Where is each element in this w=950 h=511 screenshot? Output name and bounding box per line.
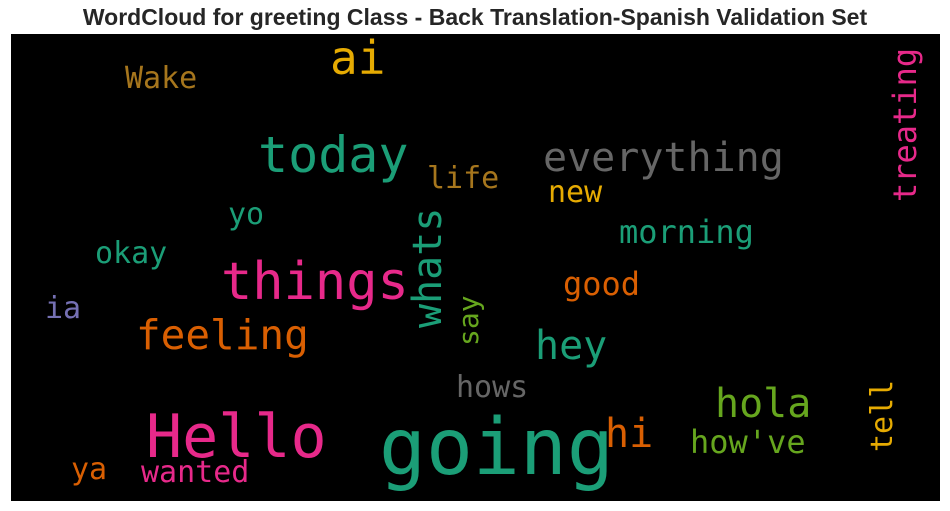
word-ya: ya [71, 452, 108, 487]
wordcloud-canvas: going Hello things today everything ai feeling… [11, 34, 940, 501]
word-hey: hey [535, 323, 608, 369]
word-good: good [563, 265, 641, 303]
word-okay: okay [95, 236, 168, 271]
word-morning: morning [619, 213, 754, 251]
word-new: new [548, 175, 603, 210]
word-wake: Wake [125, 61, 198, 96]
word-everything: everything [543, 135, 784, 181]
word-wanted: wanted [141, 455, 250, 490]
word-whats: whats [405, 207, 451, 328]
word-going: going [379, 403, 614, 493]
word-hello: Hello [146, 402, 327, 472]
word-hola: hola [715, 381, 812, 427]
word-say: say [452, 295, 485, 346]
word-things: things [221, 252, 409, 312]
word-tell: tell [865, 379, 900, 452]
word-ia: ia [45, 291, 82, 326]
word-feeling: feeling [136, 311, 309, 359]
word-ai: ai [330, 34, 386, 85]
word-today: today [258, 126, 409, 184]
word-yo: yo [228, 197, 265, 232]
word-treating: treating [886, 47, 924, 202]
chart-title: WordCloud for greeting Class - Back Tran… [82, 4, 868, 30]
word-hi: hi [605, 411, 654, 457]
word-life: life [427, 161, 500, 196]
word-hows: hows [456, 370, 529, 405]
word-how-ve: how've [690, 423, 806, 461]
